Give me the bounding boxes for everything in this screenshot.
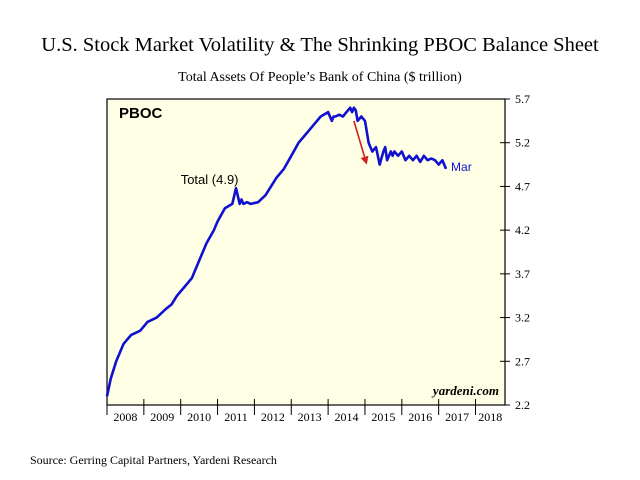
x-tick-label: 2013 (298, 410, 322, 424)
x-tick-label: 2015 (371, 410, 395, 424)
decline-arrow-head (360, 155, 369, 165)
x-tick-label: 2011 (224, 410, 248, 424)
y-tick-label: 4.7 (515, 179, 530, 193)
x-tick-label: 2012 (261, 410, 285, 424)
y-tick-label: 4.2 (515, 223, 530, 237)
y-tick-label: 5.2 (515, 136, 530, 150)
x-tick-label: 2010 (187, 410, 211, 424)
plot-area (106, 98, 506, 406)
x-tick-label: 2016 (408, 410, 432, 424)
x-tick-label: 2017 (445, 410, 469, 424)
y-tick-label: 3.7 (515, 267, 530, 281)
series-label: Total (4.9) (181, 172, 239, 187)
panel-label: PBOC (119, 105, 163, 122)
y-tick-label: 2.2 (515, 398, 530, 412)
y-tick-label: 5.7 (515, 92, 530, 106)
source-note: Source: Gerring Capital Partners, Yarden… (30, 453, 277, 467)
x-tick-label: 2018 (478, 410, 502, 424)
watermark: yardeni.com (431, 383, 499, 398)
decline-arrow (353, 120, 366, 158)
y-tick-label: 3.2 (515, 311, 530, 325)
x-tick-label: 2014 (335, 410, 359, 424)
series-end-label: Mar (451, 160, 472, 174)
series-line-total (105, 106, 448, 397)
chart-subtitle: Total Assets Of People’s Bank of China (… (178, 70, 462, 85)
x-tick-label: 2008 (113, 410, 137, 424)
page-title: U.S. Stock Market Volatility & The Shrin… (41, 34, 599, 56)
y-tick-label: 2.7 (515, 354, 530, 368)
x-tick-label: 2009 (150, 410, 174, 424)
